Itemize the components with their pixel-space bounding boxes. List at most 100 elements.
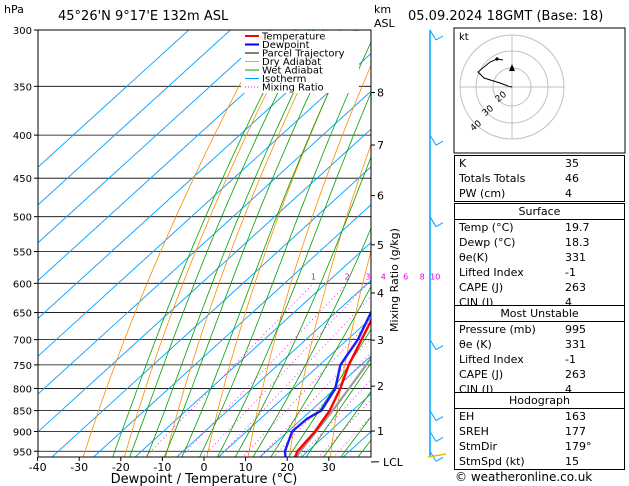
temperature-tick-label: 10 — [239, 461, 253, 474]
temperature-axis: -40 -30 -20 -10 0 10 20 30 — [29, 457, 336, 474]
pressure-tick-label: 900 — [13, 427, 32, 438]
wind-barb-flag — [435, 456, 444, 462]
index-row-totals: Totals Totals 46 — [459, 172, 579, 185]
legend-label: Wet Adiabat — [262, 66, 323, 77]
dry-adiabat-line — [165, 30, 328, 457]
pressure-tick-label: 500 — [13, 213, 32, 224]
hodograph-row: StmDir 179° — [459, 440, 592, 453]
height-tick-label: 6 — [377, 190, 384, 203]
surface-table: Surface Temp (°C) 19.7 Dewp (°C) 18.3 θe(K… — [454, 203, 625, 311]
wind-barb-flag — [435, 140, 444, 146]
pressure-tick-label: 650 — [13, 309, 32, 320]
wind-barb — [429, 216, 437, 227]
wind-barb — [429, 410, 437, 421]
legend-label: Mixing Ratio — [262, 83, 324, 94]
wind-barb — [429, 134, 437, 146]
temperature-tick-label: -20 — [112, 461, 130, 474]
lcl-label: LCL — [383, 456, 404, 469]
legend-label: Parcel Trajectory — [262, 49, 345, 60]
wet-adiabat-line — [270, 285, 371, 457]
location-label: 45°26'N 9°17'E 132m ASL — [58, 9, 229, 24]
surface-row: Temp (°C) 19.7 — [459, 221, 590, 234]
wet-adiabat-line — [305, 362, 371, 457]
temperature-tick-label: -30 — [70, 461, 88, 474]
mixing-ratio-line — [241, 319, 371, 457]
hodograph-row: StmSpd (kt) 15 — [459, 455, 579, 468]
wet-adiabat-line — [340, 416, 371, 457]
dry-adiabat-line — [82, 30, 269, 457]
mixing-ratio-label: 1 — [311, 272, 316, 281]
dry-adiabat-line — [124, 30, 299, 457]
surface-row: Lifted Index -1 — [459, 266, 576, 279]
wet-adiabat-line — [163, 30, 341, 457]
pressure-tick-label: 350 — [13, 82, 32, 93]
most-unstable-row: CAPE (J) 263 — [459, 368, 586, 381]
dry-adiabat-line — [288, 143, 371, 457]
wet-adiabat-line — [129, 30, 310, 457]
pressure-tick-label: 450 — [13, 174, 32, 185]
temperature-tick-label: -10 — [153, 461, 171, 474]
wet-adiabat-line — [216, 91, 371, 457]
pressure-tick-label: 550 — [13, 248, 32, 259]
mixing-ratio-line — [218, 295, 371, 457]
mixing-ratio-line — [202, 283, 369, 457]
most-unstable-row: Lifted Index -1 — [459, 353, 576, 366]
wind-profile — [427, 29, 447, 462]
isotherm-line — [176, 279, 371, 457]
wet-adiabat-line — [112, 30, 296, 457]
most-unstable-row: θe (K) 331 — [459, 338, 586, 351]
isotherm-line — [300, 393, 371, 457]
wet-adiabat-line — [199, 41, 371, 457]
pressure-tick-label: 700 — [13, 336, 32, 347]
surface-wind-marker — [427, 453, 447, 458]
pressure-tick-label: 850 — [13, 407, 32, 418]
height-tick-label: 4 — [377, 287, 384, 300]
height-unit-asl-label: ASL — [374, 17, 396, 30]
isotherm-line — [38, 30, 356, 319]
sounding-profiles — [283, 309, 371, 457]
wet-adiabat-line — [288, 328, 371, 457]
index-row-k: K 35 — [459, 157, 579, 170]
isotherm-line — [38, 30, 232, 206]
temperature-tick-label: 30 — [322, 461, 336, 474]
temperature-tick-label: 20 — [280, 461, 294, 474]
indices-table: K 35 Totals Totals 46 PW (cm) 4 — [454, 155, 625, 202]
isotherm-line — [92, 204, 371, 457]
wet-adiabat-line — [252, 227, 371, 457]
surface-row: CAPE (J) 263 — [459, 281, 586, 294]
hodograph-table-title: Hodograph — [455, 393, 624, 409]
wind-barb — [429, 339, 437, 350]
legend-label: Isotherm — [262, 74, 306, 85]
mixing-ratio-label: 6 — [403, 272, 408, 281]
pressure-axis: 300 350 400 450 500 550 600 650 700 750 800 850 900 9… — [13, 26, 38, 458]
height-tick-label: 5 — [377, 239, 384, 252]
wet-adiabat-line — [323, 390, 371, 457]
credit-label: © weatheronline.co.uk — [455, 470, 593, 484]
index-row-pw: PW (cm) 4 — [459, 187, 572, 200]
pressure-tick-label: 750 — [13, 361, 32, 372]
height-tick-label: 8 — [377, 87, 384, 100]
surface-title: Surface — [455, 204, 624, 220]
most-unstable-table: Most Unstable Pressure (mb) 995 θe (K) 331… — [454, 305, 625, 398]
mixing-ratio-label: 2 — [345, 272, 350, 281]
pressure-tick-label: 400 — [13, 131, 32, 142]
mixing-ratio-line — [299, 379, 371, 457]
mixing-ratio-label: 8 — [420, 272, 425, 281]
height-axis: 1 2 3 4 5 6 7 8 LCL — [371, 87, 404, 469]
mixing-ratio-label: 3 — [365, 272, 370, 281]
plot-frame — [37, 29, 372, 458]
height-tick-label: 1 — [377, 425, 384, 438]
pressure-tick-label: 800 — [13, 384, 32, 395]
surface-row: Dewp (°C) 18.3 — [459, 236, 590, 249]
height-tick-label: 7 — [377, 139, 384, 152]
isotherm-line — [134, 241, 371, 457]
pressure-tick-label: 600 — [13, 279, 32, 290]
mixing-ratio-label: 4 — [381, 272, 386, 281]
isotherm-line — [217, 317, 371, 457]
hodograph-row: SREH 177 — [459, 425, 586, 438]
most-unstable-title: Most Unstable — [455, 306, 624, 322]
legend-label: Dewpoint — [262, 40, 310, 51]
height-tick-label: 2 — [377, 380, 384, 393]
wet-adiabat-line — [181, 30, 358, 457]
